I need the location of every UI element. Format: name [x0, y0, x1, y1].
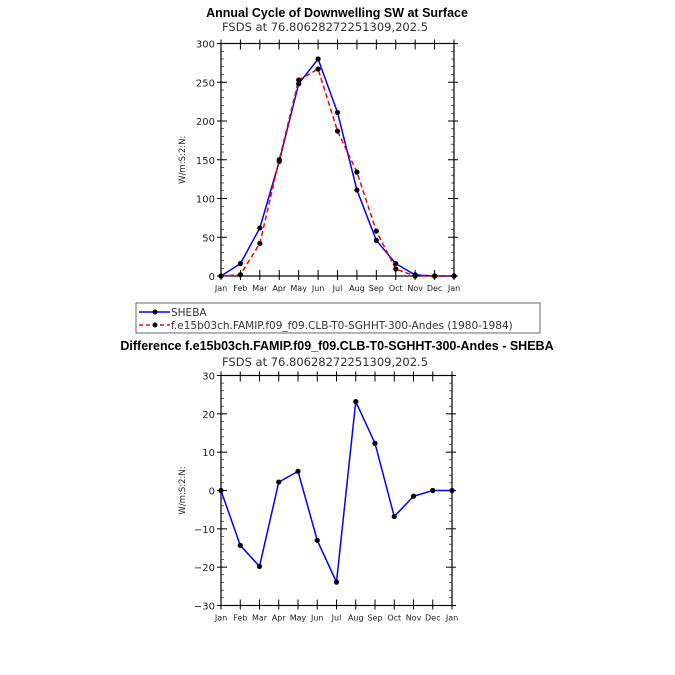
y-tick-label: 0 — [209, 272, 215, 283]
y-tick-label: 10 — [202, 448, 215, 459]
y-axis-label: W/m:S:2:N: — [178, 136, 188, 184]
x-tick-label: Jul — [331, 614, 342, 623]
data-point — [393, 261, 399, 267]
y-tick-label: 300 — [196, 40, 215, 51]
data-point — [256, 563, 263, 570]
data-point — [237, 261, 244, 267]
data-point — [276, 479, 282, 485]
data-point — [296, 77, 302, 83]
x-tick-label: Aug — [348, 614, 364, 623]
data-point — [334, 128, 341, 134]
x-tick-label: May — [290, 284, 307, 293]
data-point — [276, 157, 282, 163]
x-tick-label: Dec — [427, 284, 442, 293]
x-tick-label: Feb — [233, 284, 247, 293]
x-tick-label: Jul — [332, 284, 343, 293]
legend: SHEBA f.e15b03ch.FAMIP.f09_f09.CLB-T0-SG… — [135, 302, 541, 334]
x-tick-label: Jan — [447, 284, 460, 293]
data-point — [449, 487, 455, 494]
data-point — [353, 398, 359, 405]
chart-title-top: Annual Cycle of Downwelling SW at Surfac… — [206, 6, 468, 20]
data-point — [410, 493, 417, 499]
x-tick-label: Sep — [369, 284, 384, 293]
chart-subtitle-top: FSDS at 76.80628272251309,202.5 — [222, 20, 428, 34]
x-tick-label: Feb — [233, 614, 247, 623]
data-point — [373, 228, 379, 234]
chart-subtitle-bottom: FSDS at 76.80628272251309,202.5 — [222, 355, 428, 369]
x-tick-label: Jan — [445, 614, 458, 623]
y-tick-label: 30 — [202, 372, 215, 383]
y-tick-label: 20 — [202, 410, 215, 421]
x-tick-label: Apr — [272, 614, 287, 623]
series-line-0 — [220, 57, 454, 277]
y-tick-label: 150 — [196, 156, 215, 167]
data-point — [412, 273, 418, 279]
legend-label-sheba: SHEBA — [171, 307, 207, 319]
x-tick-label: May — [290, 614, 307, 623]
data-point — [431, 273, 438, 279]
x-tick-label: Oct — [389, 284, 403, 293]
y-tick-label: 50 — [202, 233, 215, 244]
series-line-1 — [220, 67, 454, 277]
plot-frame — [220, 42, 455, 277]
y-tick-label: 0 — [209, 487, 215, 498]
data-point — [237, 542, 243, 548]
plot-1: −30 −20 −10 0 10 20 30 Jan Feb Mar Apr May Jun Jul Aug… — [178, 371, 458, 623]
data-point — [295, 468, 301, 474]
y-tick-label: 100 — [196, 195, 215, 206]
data-point — [372, 440, 378, 446]
x-tick-label: Jun — [310, 614, 324, 623]
y-tick-label: −30 — [194, 602, 215, 613]
y-axis-label: W/m:S:2:N: — [178, 466, 188, 514]
legend-marker-sheba — [152, 309, 158, 315]
plot-frame — [220, 374, 453, 607]
data-point — [314, 537, 320, 543]
x-tick-label: Nov — [406, 614, 422, 623]
data-point — [373, 237, 379, 243]
plot-0: 0 50 100 150 200 250 300 Jan Feb Mar Apr May Jun Jul A… — [178, 39, 460, 293]
x-tick-label: Oct — [387, 614, 401, 623]
data-point — [334, 109, 341, 116]
x-tick-label: Aug — [349, 284, 365, 293]
x-tick-label: Jun — [311, 284, 325, 293]
x-tick-label: Nov — [407, 284, 423, 293]
data-point — [218, 273, 224, 279]
data-point — [237, 272, 244, 278]
data-point — [393, 266, 399, 272]
data-point — [391, 513, 397, 520]
data-point — [451, 273, 457, 279]
data-point — [296, 81, 302, 87]
x-tick-label: Dec — [425, 614, 440, 623]
legend-marker-model — [152, 322, 158, 328]
data-point — [218, 487, 224, 494]
data-point — [315, 66, 321, 72]
data-point — [430, 487, 436, 494]
x-tick-label: Jan — [214, 284, 227, 293]
data-point — [333, 579, 340, 585]
y-tick-label: −10 — [194, 525, 215, 536]
y-tick-label: −20 — [194, 563, 215, 574]
legend-label-model: f.e15b03ch.FAMIP.f09_f09.CLB-T0-SGHHT-30… — [171, 320, 513, 332]
data-point — [315, 56, 321, 62]
series-line-0 — [220, 398, 452, 585]
chart-title-bottom: Difference f.e15b03ch.FAMIP.f09_f09.CLB-… — [120, 339, 553, 353]
x-tick-label: Mar — [252, 284, 268, 293]
y-tick-label: 200 — [196, 117, 215, 128]
x-tick-label: Mar — [252, 614, 268, 623]
data-point — [257, 240, 263, 247]
data-point — [354, 169, 360, 175]
x-tick-label: Sep — [367, 614, 382, 623]
x-tick-label: Jan — [214, 614, 227, 623]
data-point — [354, 187, 360, 193]
data-point — [257, 225, 263, 231]
legend-box — [135, 302, 541, 334]
y-tick-label: 250 — [196, 78, 215, 89]
x-tick-label: Apr — [272, 284, 287, 293]
